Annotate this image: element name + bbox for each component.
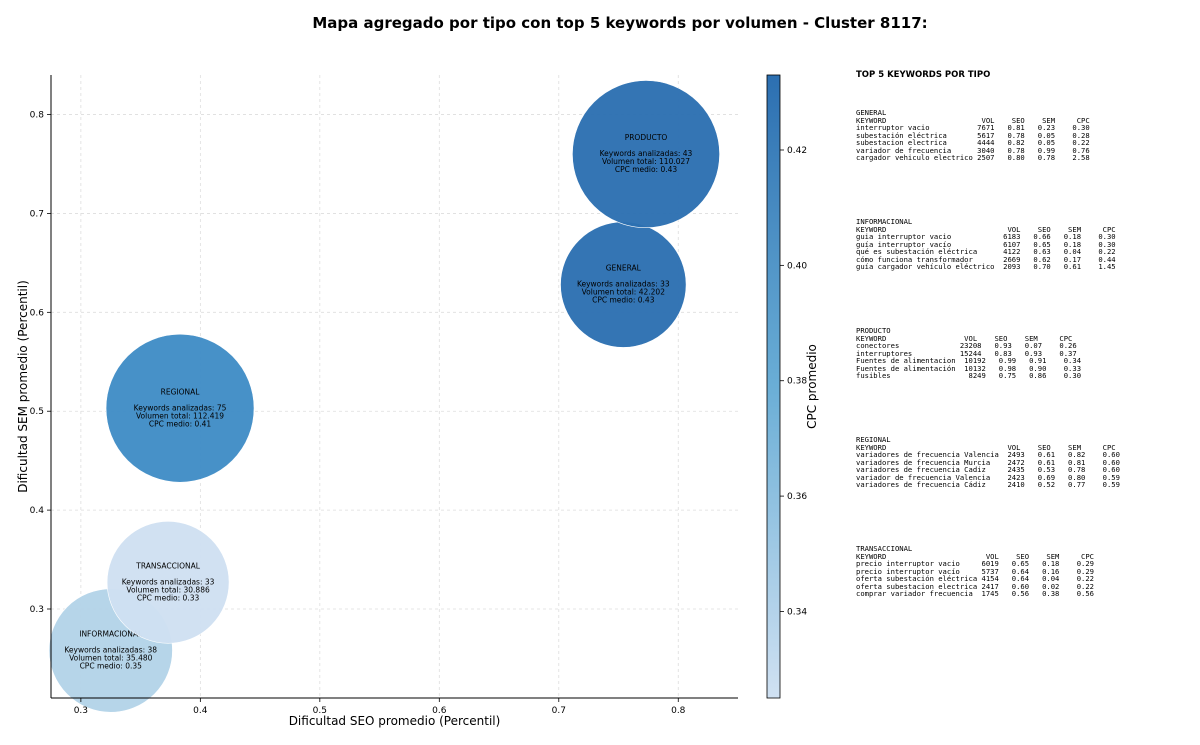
keyword-table-header: KEYWORD VOL SEO SEM CPC xyxy=(856,115,1090,125)
keyword-block-producto: PRODUCTO KEYWORD VOL SEO SEM CPC conectore… xyxy=(856,327,1196,436)
bubble-volume-label: Volumen total: 110.027 xyxy=(602,157,690,166)
keyword-table-row: oferta subestacion electrica 2417 0.60 0… xyxy=(856,581,1094,591)
top-keywords-panel: TOP 5 KEYWORDS POR TIPO GENERAL KEYWORD V… xyxy=(856,70,1196,654)
x-tick-label: 0.4 xyxy=(193,706,208,716)
y-tick-label: 0.3 xyxy=(30,605,44,615)
keyword-table-row: comprar variador frecuencia 1745 0.56 0.… xyxy=(856,589,1094,599)
y-tick-label: 0.7 xyxy=(30,209,44,219)
keyword-table-row: conectores 23208 0.93 0.07 0.26 xyxy=(856,341,1077,351)
chart-title: Mapa agregado por tipo con top 5 keyword… xyxy=(312,14,928,32)
keyword-table-row: oferta subestación eléctrica 4154 0.64 0… xyxy=(856,574,1094,584)
keyword-table-row: cómo funciona transformador 2669 0.62 0.… xyxy=(856,254,1116,264)
y-axis-label: Dificultad SEM promedio (Percentil) xyxy=(16,280,30,493)
keyword-table-row: guia interruptor vacio 6183 0.66 0.18 0.… xyxy=(856,232,1116,242)
colorbar-tick-label: 0.36 xyxy=(787,492,807,502)
keyword-table-header: KEYWORD VOL SEO SEM CPC xyxy=(856,551,1094,561)
bubble-keywords-label: Keywords analizadas: 38 xyxy=(64,646,157,655)
keyword-table-row: fusibles 8249 0.75 0.86 0.30 xyxy=(856,371,1082,381)
bubble-cpc-label: CPC medio: 0.43 xyxy=(615,165,678,174)
bubble-producto xyxy=(572,80,720,229)
keyword-table-row: precio interruptor vacío 5737 0.64 0.16 … xyxy=(856,566,1094,576)
top-keywords-title: TOP 5 KEYWORDS POR TIPO xyxy=(856,70,991,80)
x-tick-label: 0.6 xyxy=(432,706,447,716)
keyword-table-row: variadores de frecuencia Cádiz 2410 0.52… xyxy=(856,480,1120,490)
bubble-regional xyxy=(105,333,255,483)
colorbar-tick-label: 0.40 xyxy=(787,261,807,271)
keyword-table-row: Fuentes de alimentacion 10192 0.99 0.91 … xyxy=(856,356,1082,366)
bubble-volume-label: Volumen total: 42.202 xyxy=(582,288,666,297)
bubble-volume-label: Volumen total: 112.419 xyxy=(136,411,224,420)
bubble-type-label: INFORMACIONAL xyxy=(79,630,143,639)
keyword-table-row: guía interruptor vacío 6107 0.65 0.18 0.… xyxy=(856,239,1116,249)
bubble-type-label: REGIONAL xyxy=(161,387,201,396)
bubble-keywords-label: Keywords analizadas: 33 xyxy=(122,577,215,586)
colorbar-tick-label: 0.34 xyxy=(787,607,807,617)
keyword-block-regional: REGIONAL KEYWORD VOL SEO SEM CPC variadore… xyxy=(856,436,1196,545)
bubble-type-label: GENERAL xyxy=(606,264,642,273)
keyword-table-row: interruptores 15244 0.83 0.93 0.37 xyxy=(856,348,1077,358)
bubble-volume-label: Volumen total: 30.886 xyxy=(126,585,210,594)
keyword-block-heading: REGIONAL xyxy=(856,435,891,445)
colorbar-label: CPC promedio xyxy=(805,344,819,429)
keyword-table-row: Fuentes de alimentación 10132 0.98 0.90 … xyxy=(856,363,1082,373)
keyword-block-informacional: INFORMACIONAL KEYWORD VOL SEO SEM CPC guia… xyxy=(856,218,1196,327)
bubble-keywords-label: Keywords analizadas: 33 xyxy=(577,280,670,289)
keyword-table-row: variadores de frecuencia Murcia 2472 0.6… xyxy=(856,457,1120,467)
keyword-block-heading: INFORMACIONAL xyxy=(856,217,913,227)
y-tick-label: 0.5 xyxy=(30,407,44,417)
bubble-cpc-label: CPC medio: 0.35 xyxy=(80,662,143,671)
keyword-block-transaccional: TRANSACCIONAL KEYWORD VOL SEO SEM CPC prec… xyxy=(856,545,1196,654)
colorbar: 0.34 0.36 0.38 0.40 0.42 CPC promedio xyxy=(766,74,819,699)
keyword-table-row: guía cargador vehículo eléctrico 2093 0.… xyxy=(856,262,1116,272)
bubble-cpc-label: CPC medio: 0.33 xyxy=(137,593,200,602)
keyword-block-heading: PRODUCTO xyxy=(856,326,891,336)
keyword-table-row: interruptor vacio 7671 0.81 0.23 0.30 xyxy=(856,123,1090,133)
keyword-table-row: subestación eléctrica 5617 0.78 0.05 0.2… xyxy=(856,130,1090,140)
y-tick-label: 0.6 xyxy=(30,308,45,318)
y-tick-label: 0.8 xyxy=(30,111,45,121)
keyword-table-row: variadores de frecuencia Cadiz 2435 0.53… xyxy=(856,465,1120,475)
axes: 0.3 0.4 0.5 0.6 0.7 0.8 0.3 0.4 0.5 0.6 0.7 0.8 Difi… xyxy=(16,75,738,728)
colorbar-tick-label: 0.38 xyxy=(787,377,807,387)
keyword-table-header: KEYWORD VOL SEO SEM CPC xyxy=(856,224,1116,234)
keyword-table-header: KEYWORD VOL SEO SEM CPC xyxy=(856,442,1116,452)
bubble-transaccional xyxy=(106,520,230,644)
y-tick-label: 0.4 xyxy=(30,506,45,516)
keyword-table-row: qué es subestación eléctrica 4122 0.63 0… xyxy=(856,247,1116,257)
colorbar-gradient xyxy=(766,74,781,699)
x-tick-label: 0.7 xyxy=(552,706,566,716)
keyword-table-row: variador de frecuencia 3040 0.78 0.99 0.… xyxy=(856,145,1090,155)
bubble-keywords-label: Keywords analizadas: 75 xyxy=(134,403,227,412)
x-tick-label: 0.3 xyxy=(74,706,88,716)
keyword-table-row: precio interruptor vacio 6019 0.65 0.18 … xyxy=(856,559,1094,569)
bubble-volume-label: Volumen total: 35.480 xyxy=(69,654,153,663)
top-keywords-blocks: GENERAL KEYWORD VOL SEO SEM CPC interrupto… xyxy=(856,109,1196,654)
keyword-block-heading: TRANSACCIONAL xyxy=(856,544,913,554)
keyword-table-header: KEYWORD VOL SEO SEM CPC xyxy=(856,333,1073,343)
keyword-block-heading: GENERAL xyxy=(856,108,887,118)
bubble-cpc-label: CPC medio: 0.43 xyxy=(592,296,655,305)
bubble-type-label: PRODUCTO xyxy=(625,133,668,142)
keyword-table-row: cargador vehiculo electrico 2507 0.80 0.… xyxy=(856,153,1090,163)
x-tick-label: 0.8 xyxy=(671,706,686,716)
bubble-type-label: TRANSACCIONAL xyxy=(135,561,200,570)
keyword-table-row: subestacion electrica 4444 0.82 0.05 0.2… xyxy=(856,138,1090,148)
keyword-table-row: variador de frecuencia Valencia 2423 0.6… xyxy=(856,472,1120,482)
x-axis-label: Dificultad SEO promedio (Percentil) xyxy=(289,714,501,728)
keyword-block-general: GENERAL KEYWORD VOL SEO SEM CPC interrupto… xyxy=(856,109,1196,218)
keyword-table-row: variadores de frecuencia Valencia 2493 0… xyxy=(856,450,1120,460)
bubble-keywords-label: Keywords analizadas: 43 xyxy=(600,149,693,158)
x-tick-label: 0.5 xyxy=(313,706,327,716)
colorbar-tick-label: 0.42 xyxy=(787,146,807,156)
bubble-cpc-label: CPC medio: 0.41 xyxy=(149,419,212,428)
